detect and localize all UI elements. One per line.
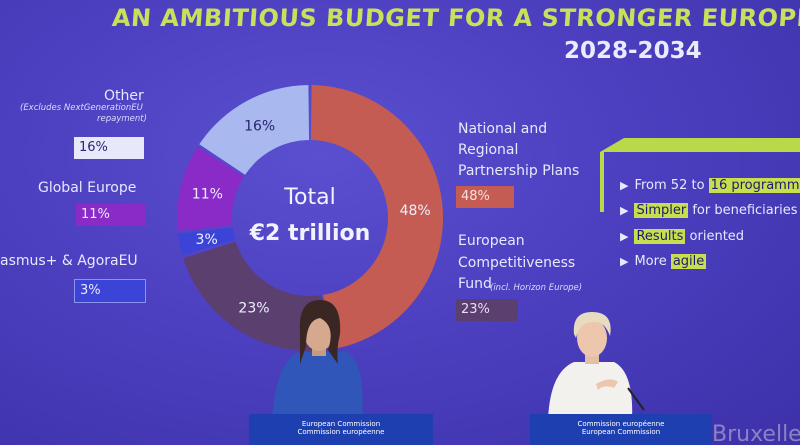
- donut-slice-label-0: 48%: [400, 203, 431, 219]
- donut-slice-2: [177, 227, 236, 256]
- podium-city-label: Bruxelles: [712, 422, 800, 445]
- podium-right-line1: Commission européenne: [577, 420, 665, 428]
- bullet-results-text: oriented: [685, 229, 745, 244]
- center-label-amount: €2 trillion: [249, 221, 371, 246]
- bullet-results: ▶ Results oriented: [620, 229, 744, 244]
- legend-other-note-2: repayment): [97, 114, 147, 124]
- legend-global-value: 11%: [76, 204, 146, 226]
- podium-left-line1: European Commission: [301, 420, 381, 428]
- triangle-bullet-icon: ▶: [620, 179, 629, 192]
- donut-slice-label-1: 23%: [238, 300, 269, 316]
- bullet-panel-bracket: [600, 138, 800, 152]
- bullet-simpler: ▶ Simpler for beneficiaries: [620, 203, 797, 218]
- legend-erasmus-value: 3%: [74, 279, 146, 303]
- donut-slice-0: [310, 85, 443, 350]
- donut-slice-3: [177, 146, 245, 231]
- podium-left: European Commission Commission européenn…: [249, 414, 433, 445]
- legend-ecf-line1: European: [458, 233, 525, 249]
- legend-ecf-value: 23%: [456, 299, 518, 321]
- bullet-agile: ▶ More agile: [620, 254, 707, 269]
- legend-national-line3: Partnership Plans: [458, 163, 580, 179]
- triangle-bullet-icon: ▶: [620, 204, 629, 217]
- bullet-programmes: ▶ From 52 to 16 programmes: [620, 178, 800, 193]
- legend-ecf-line3: Fund: [458, 276, 492, 292]
- legend-other-note-1: (Excludes NextGenerationEU: [20, 103, 143, 113]
- donut-slice-label-3: 11%: [192, 187, 223, 203]
- triangle-bullet-icon: ▶: [620, 255, 629, 268]
- center-label-total: Total: [283, 185, 335, 210]
- bullet-simpler-highlight: Simpler: [634, 203, 689, 218]
- donut-slice-1: [183, 241, 330, 352]
- bullet-simpler-text: for beneficiaries: [688, 203, 798, 218]
- legend-national-line2: Regional: [458, 142, 519, 158]
- slide-years: 2028-2034: [564, 38, 702, 64]
- podium-right: Commission européenne European Commissio…: [530, 414, 712, 445]
- legend-national-line1: National and: [458, 121, 548, 137]
- legend-other-value: 16%: [74, 137, 144, 159]
- donut-slice-label-4: 16%: [244, 118, 275, 134]
- bullet-agile-text: More: [634, 254, 671, 269]
- donut-slice-label-2: 3%: [196, 232, 218, 248]
- bullet-panel-rule: [600, 152, 604, 212]
- legend-ecf-line2: Competitiveness: [458, 255, 576, 271]
- bullet-results-highlight: Results: [634, 229, 686, 244]
- podium-left-line2: Commission européenne: [297, 428, 385, 436]
- legend-other-label: Other: [104, 88, 144, 104]
- donut-slice-4: [199, 85, 310, 175]
- bullet-programmes-highlight: 16 programmes: [708, 178, 800, 193]
- legend-national-value: 48%: [456, 186, 514, 208]
- triangle-bullet-icon: ▶: [620, 230, 629, 243]
- legend-global-label: Global Europe: [38, 180, 137, 196]
- legend-ecf-note: (incl. Horizon Europe): [490, 283, 583, 293]
- bullet-agile-highlight: agile: [670, 254, 707, 269]
- legend-erasmus-label: asmus+ & AgoraEU: [0, 253, 138, 269]
- bullet-programmes-text: From 52 to: [634, 178, 709, 193]
- podium-right-line2: European Commission: [581, 428, 661, 436]
